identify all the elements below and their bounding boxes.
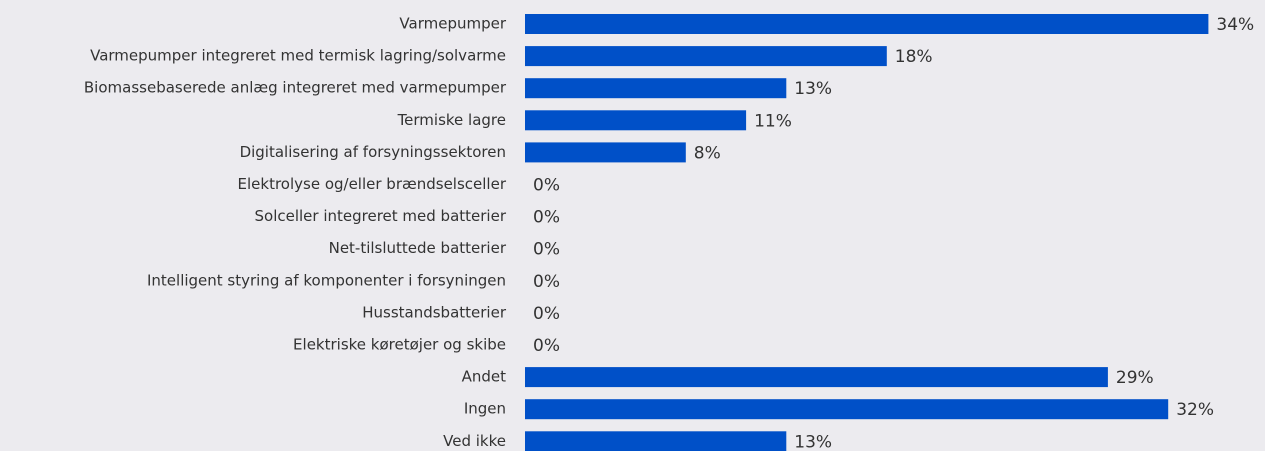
category-label: Elektriske køretøjer og skibe: [293, 336, 506, 354]
bar: [525, 367, 1108, 388]
value-label: 8%: [694, 143, 721, 163]
category-label: Varmepumper integreret med termisk lagri…: [90, 47, 506, 65]
value-label: 32%: [1176, 400, 1214, 420]
value-label: 0%: [533, 240, 560, 260]
value-label: 34%: [1216, 15, 1254, 35]
category-label: Husstandsbatterier: [362, 303, 507, 321]
value-label: 18%: [895, 47, 933, 67]
category-label: Digitalisering af forsyningssektoren: [240, 143, 506, 161]
value-label: 0%: [533, 336, 560, 356]
value-label: 0%: [533, 304, 560, 324]
value-label: 0%: [533, 208, 560, 228]
value-label: 11%: [754, 111, 792, 131]
bar: [525, 78, 787, 99]
category-label: Termiske lagre: [397, 111, 506, 129]
category-label: Andet: [462, 368, 507, 386]
category-label: Varmepumper: [399, 15, 506, 33]
bar: [525, 14, 1209, 34]
category-label: Intelligent styring af komponenter i for…: [147, 271, 506, 289]
category-label: Biomassebaserede anlæg integreret med va…: [84, 79, 507, 97]
bar: [525, 142, 686, 163]
value-label: 13%: [794, 79, 832, 99]
category-label: Ved ikke: [443, 432, 506, 450]
category-label: Ingen: [464, 400, 506, 418]
category-label: Elektrolyse og/eller brændselsceller: [238, 175, 507, 193]
value-label: 0%: [533, 272, 560, 292]
category-label: Solceller integreret med batterier: [255, 207, 507, 225]
value-label: 29%: [1116, 368, 1154, 388]
value-label: 13%: [794, 432, 832, 451]
bar: [525, 399, 1169, 420]
bar: [525, 110, 747, 131]
value-label: 0%: [533, 176, 560, 196]
bar: [525, 46, 887, 67]
category-label: Net-tilsluttede batterier: [329, 239, 507, 257]
bar: [525, 431, 787, 451]
